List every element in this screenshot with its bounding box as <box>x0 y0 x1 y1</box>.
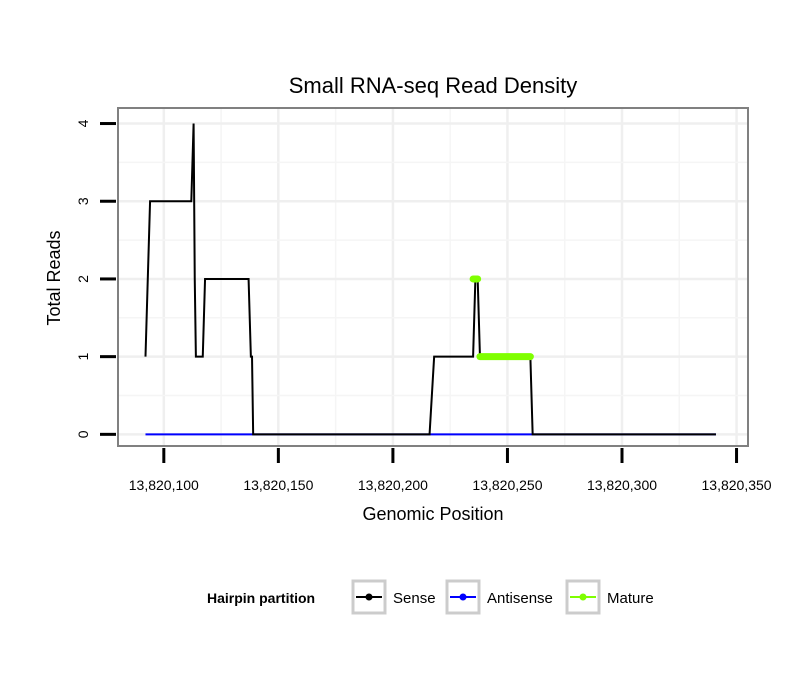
legend-title: Hairpin partition <box>207 590 315 606</box>
legend-key-point <box>459 593 467 601</box>
x-tick-label: 13,820,250 <box>472 477 542 493</box>
legend-item-mature: Mature <box>565 579 654 615</box>
x-tick-label: 13,820,200 <box>358 477 428 493</box>
x-tick-label: 13,820,150 <box>243 477 313 493</box>
x-tick-label: 13,820,300 <box>587 477 657 493</box>
legend-label: Sense <box>393 590 436 607</box>
y-tick-label: 2 <box>75 275 91 283</box>
plot-panel <box>117 107 749 447</box>
legend-item-antisense: Antisense <box>445 579 553 615</box>
legend-label: Mature <box>607 590 654 607</box>
x-tick-label: 13,820,350 <box>702 477 772 493</box>
y-axis: 0 1 2 3 4 <box>75 119 116 438</box>
grid <box>118 108 748 446</box>
x-axis-title: Genomic Position <box>362 504 503 524</box>
y-tick-label: 3 <box>75 197 91 205</box>
panel-border <box>117 107 749 447</box>
legend-key-point <box>365 593 373 601</box>
legend-item-sense: Sense <box>351 579 436 615</box>
chart-title: Small RNA-seq Read Density <box>289 73 578 98</box>
y-tick-label: 4 <box>75 119 91 127</box>
y-tick-label: 1 <box>75 353 91 361</box>
legend: Hairpin partition Sense Antisense Mature <box>207 579 654 615</box>
x-tick-label: 13,820,100 <box>129 477 199 493</box>
y-tick-label: 0 <box>75 430 91 438</box>
series-layer <box>144 123 716 436</box>
y-axis-title: Total Reads <box>44 230 64 325</box>
legend-label: Antisense <box>487 590 553 607</box>
x-axis: 13,820,100 13,820,150 13,820,200 13,820,250… <box>129 448 772 493</box>
legend-items: Sense Antisense Mature <box>351 579 654 615</box>
legend-key-point <box>579 593 587 601</box>
